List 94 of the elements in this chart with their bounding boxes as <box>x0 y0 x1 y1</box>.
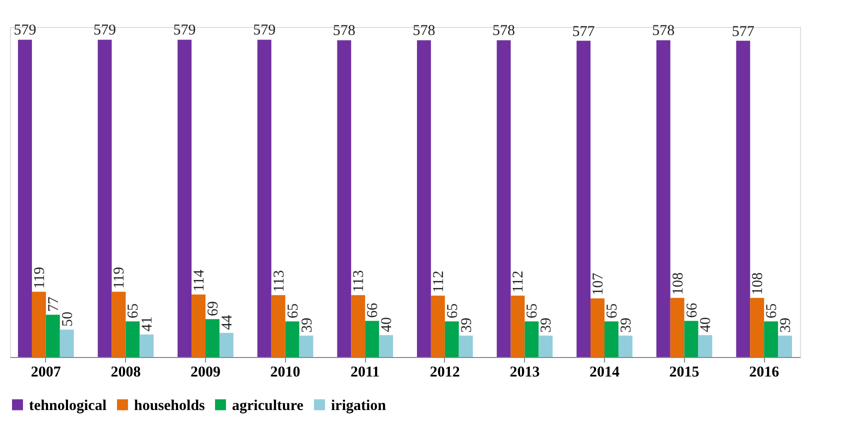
bar <box>299 336 314 357</box>
bar <box>32 292 46 357</box>
bar <box>750 298 764 357</box>
data-label: 50 <box>60 312 76 327</box>
bar <box>430 296 445 357</box>
data-label: 578 <box>332 23 356 40</box>
bar <box>698 335 712 357</box>
bar <box>18 40 32 357</box>
data-label: 577 <box>572 24 596 40</box>
data-label: 113 <box>271 270 288 292</box>
x-tick-label: 2016 <box>749 364 780 380</box>
data-label: 578 <box>492 23 515 40</box>
x-tick-label: 2007 <box>30 364 62 380</box>
data-label: 77 <box>46 296 62 312</box>
legend-label: irigation <box>331 398 387 414</box>
x-tick-label: 2012 <box>430 364 460 380</box>
bar <box>458 336 473 357</box>
bar <box>126 321 140 357</box>
bar <box>192 294 206 357</box>
data-label: 114 <box>192 269 208 292</box>
data-label: 578 <box>652 23 675 40</box>
bar <box>219 332 234 357</box>
data-label: 39 <box>618 318 634 333</box>
bar <box>764 321 778 357</box>
bar <box>178 40 192 357</box>
data-label: 108 <box>670 272 686 295</box>
x-tick-label: 2015 <box>669 364 700 380</box>
data-label: 66 <box>365 302 382 318</box>
bar <box>670 298 684 357</box>
bar <box>496 40 511 357</box>
data-label: 113 <box>351 270 368 292</box>
bar <box>271 295 286 357</box>
data-label: 119 <box>112 266 128 289</box>
bar <box>538 336 553 357</box>
x-tick-label: 2014 <box>589 364 620 380</box>
bar <box>112 292 126 357</box>
bar <box>60 330 74 357</box>
x-tick-label: 2009 <box>190 364 221 380</box>
bar <box>98 40 112 357</box>
bar <box>416 40 431 357</box>
bar <box>736 40 750 357</box>
bar <box>590 298 604 357</box>
bar <box>46 314 60 357</box>
data-label: 107 <box>590 272 607 296</box>
x-tick-label: 2010 <box>270 364 300 380</box>
bar <box>510 296 525 357</box>
data-label: 39 <box>778 318 794 333</box>
bar <box>337 40 352 357</box>
bar <box>684 320 698 357</box>
bar <box>444 321 459 357</box>
bar <box>206 319 220 357</box>
bar <box>140 334 154 357</box>
x-tick-label: 2008 <box>110 364 141 380</box>
data-label: 44 <box>219 314 236 330</box>
data-label: 112 <box>430 270 447 293</box>
bar <box>576 40 591 357</box>
bar <box>618 336 632 357</box>
bar <box>379 335 394 357</box>
data-label: 65 <box>444 303 461 318</box>
data-label: 579 <box>14 22 36 39</box>
data-label: 65 <box>524 303 541 318</box>
data-label: 578 <box>412 23 436 40</box>
legend-label: households <box>134 398 206 414</box>
data-label: 579 <box>253 22 276 39</box>
data-label: 577 <box>732 24 755 40</box>
bar <box>285 321 300 357</box>
data-label: 66 <box>684 302 700 318</box>
data-label: 119 <box>32 266 48 289</box>
x-tick-label: 2013 <box>510 364 540 380</box>
data-label: 112 <box>510 270 527 293</box>
data-label: 65 <box>764 303 780 318</box>
data-label: 40 <box>379 317 396 332</box>
data-label: 40 <box>698 317 714 332</box>
bar <box>656 40 670 357</box>
bar <box>351 295 366 357</box>
x-tick-label: 2011 <box>350 364 380 380</box>
data-label: 39 <box>538 318 555 333</box>
bar <box>604 321 618 357</box>
bar <box>524 321 539 357</box>
data-label: 65 <box>126 303 142 318</box>
data-label: 65 <box>604 303 620 318</box>
data-label: 41 <box>140 316 156 332</box>
legend-label: agriculture <box>232 398 304 414</box>
data-label: 108 <box>750 272 766 295</box>
data-label: 39 <box>299 318 316 333</box>
bar <box>257 40 272 357</box>
legend-label: tehnological <box>29 398 106 414</box>
data-label: 579 <box>94 22 116 39</box>
data-label: 69 <box>205 301 222 316</box>
bar <box>778 336 792 357</box>
data-label: 39 <box>458 318 475 333</box>
data-label: 65 <box>285 303 302 318</box>
data-label: 579 <box>173 22 196 39</box>
bar <box>365 320 380 357</box>
